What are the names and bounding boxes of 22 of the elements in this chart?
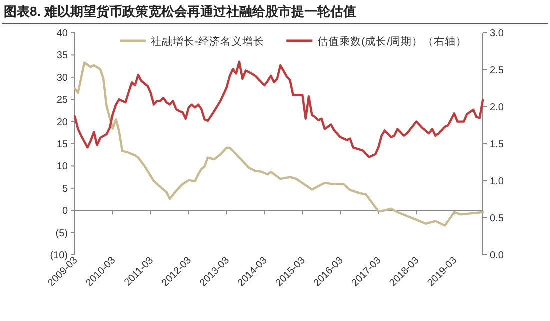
line-series — [74, 60, 484, 158]
y2-tick-label: 1.0 — [490, 176, 504, 188]
y2-tick-label: 3.0 — [490, 28, 504, 40]
y-tick-label: 0 — [62, 206, 68, 218]
y-tick-label: 30 — [56, 72, 68, 84]
y-tick-label: 10 — [56, 162, 68, 173]
y-tick-label: 20 — [56, 117, 68, 128]
y-tick-label: 35 — [56, 50, 68, 62]
y-tick-label: 40 — [56, 28, 68, 40]
legend-label: 社融增长-经济名义增长 — [151, 35, 264, 48]
y2-tick-label: 2.5 — [490, 66, 504, 76]
chart-title: 图表8. 难以期望货币政策宽松会再通过社融给股市提一轮估值 — [4, 4, 356, 19]
y2-tick-label: 2.0 — [490, 102, 504, 114]
y2-tick-label: 0.0 — [490, 250, 504, 262]
y-tick-label: (5) — [56, 228, 68, 240]
y2-tick-label: 1.5 — [490, 140, 504, 150]
y2-tick-label: 0.5 — [490, 214, 504, 224]
line-series — [74, 62, 484, 227]
y-tick-label: 25 — [56, 95, 68, 106]
y-tick-label: 15 — [56, 140, 68, 150]
y-tick-label: 5 — [62, 184, 68, 195]
legend-label: 估值乘数(成长/周期）（右轴） — [318, 35, 468, 48]
